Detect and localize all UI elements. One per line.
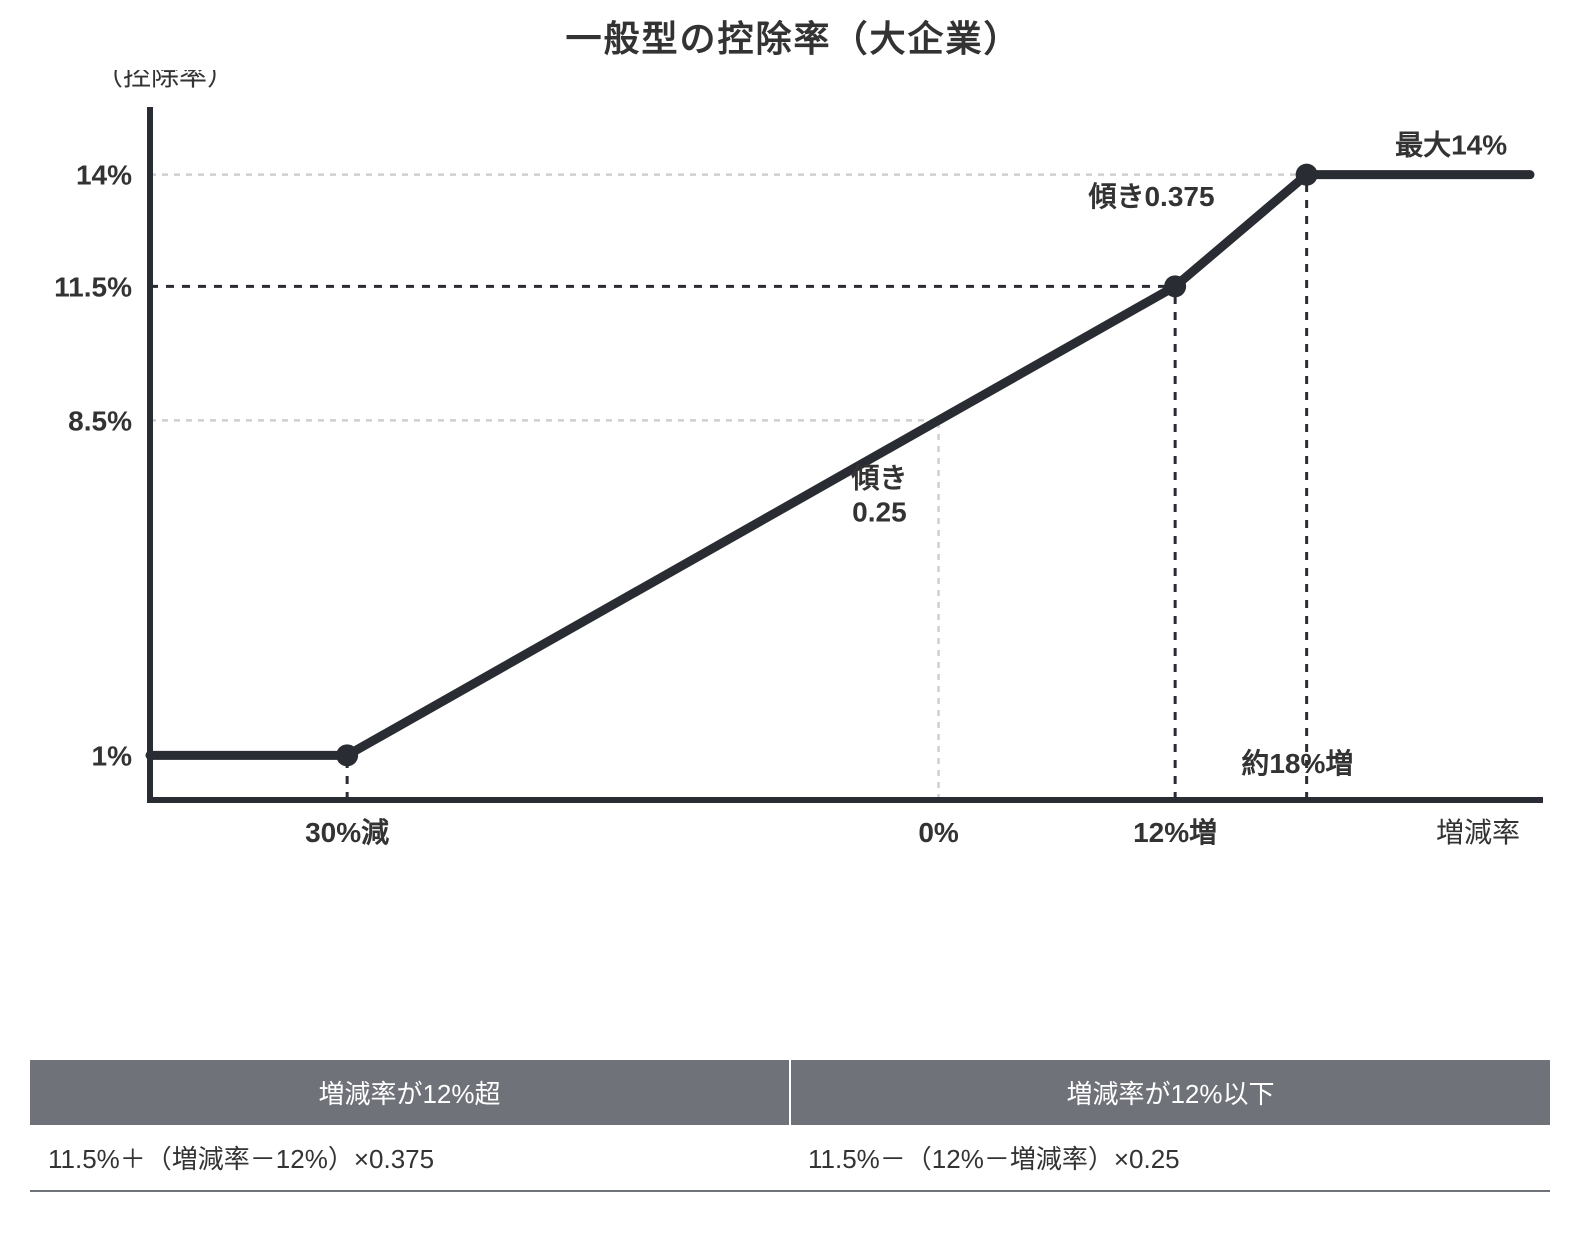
svg-text:14%: 14% — [76, 160, 132, 191]
svg-text:傾き0.375: 傾き0.375 — [1087, 181, 1214, 212]
chart-area: 1% 8.5% 11.5% 14% 30%減 0% 12%増 （控除率） 増減率 最大14% 傾き0… — [30, 70, 1550, 890]
svg-text:30%減: 30%減 — [305, 817, 389, 848]
table-cell-over12: 11.5%＋（増減率－12%）×0.375 — [30, 1125, 790, 1191]
table-cell-under12: 11.5%－（12%－増減率）×0.25 — [790, 1125, 1550, 1191]
svg-text:12%増: 12%増 — [1133, 817, 1217, 848]
chart-title: 一般型の控除率（大企業） — [0, 10, 1587, 62]
svg-text:0%: 0% — [918, 817, 959, 848]
svg-text:1%: 1% — [92, 740, 133, 771]
svg-text:8.5%: 8.5% — [68, 405, 132, 436]
svg-text:最大14%: 最大14% — [1395, 130, 1507, 161]
svg-text:（控除率）: （控除率） — [95, 70, 235, 91]
table-row: 11.5%＋（増減率－12%）×0.375 11.5%－（12%－増減率）×0.… — [30, 1125, 1550, 1191]
svg-text:0.25: 0.25 — [852, 496, 907, 527]
svg-text:増減率: 増減率 — [1436, 817, 1520, 848]
formula-table-wrap: 増減率が12%超 増減率が12%以下 11.5%＋（増減率－12%）×0.375… — [30, 1060, 1550, 1192]
svg-text:約18%増: 約18%増 — [1241, 747, 1353, 779]
table-header-under12: 増減率が12%以下 — [790, 1060, 1550, 1125]
svg-text:傾き: 傾き — [850, 462, 907, 493]
svg-text:11.5%: 11.5% — [54, 271, 132, 302]
line-chart-svg: 1% 8.5% 11.5% 14% 30%減 0% 12%増 （控除率） 増減率 最大14% 傾き0… — [30, 70, 1550, 890]
formula-table: 増減率が12%超 増減率が12%以下 11.5%＋（増減率－12%）×0.375… — [30, 1060, 1550, 1192]
table-header-over12: 増減率が12%超 — [30, 1060, 790, 1125]
